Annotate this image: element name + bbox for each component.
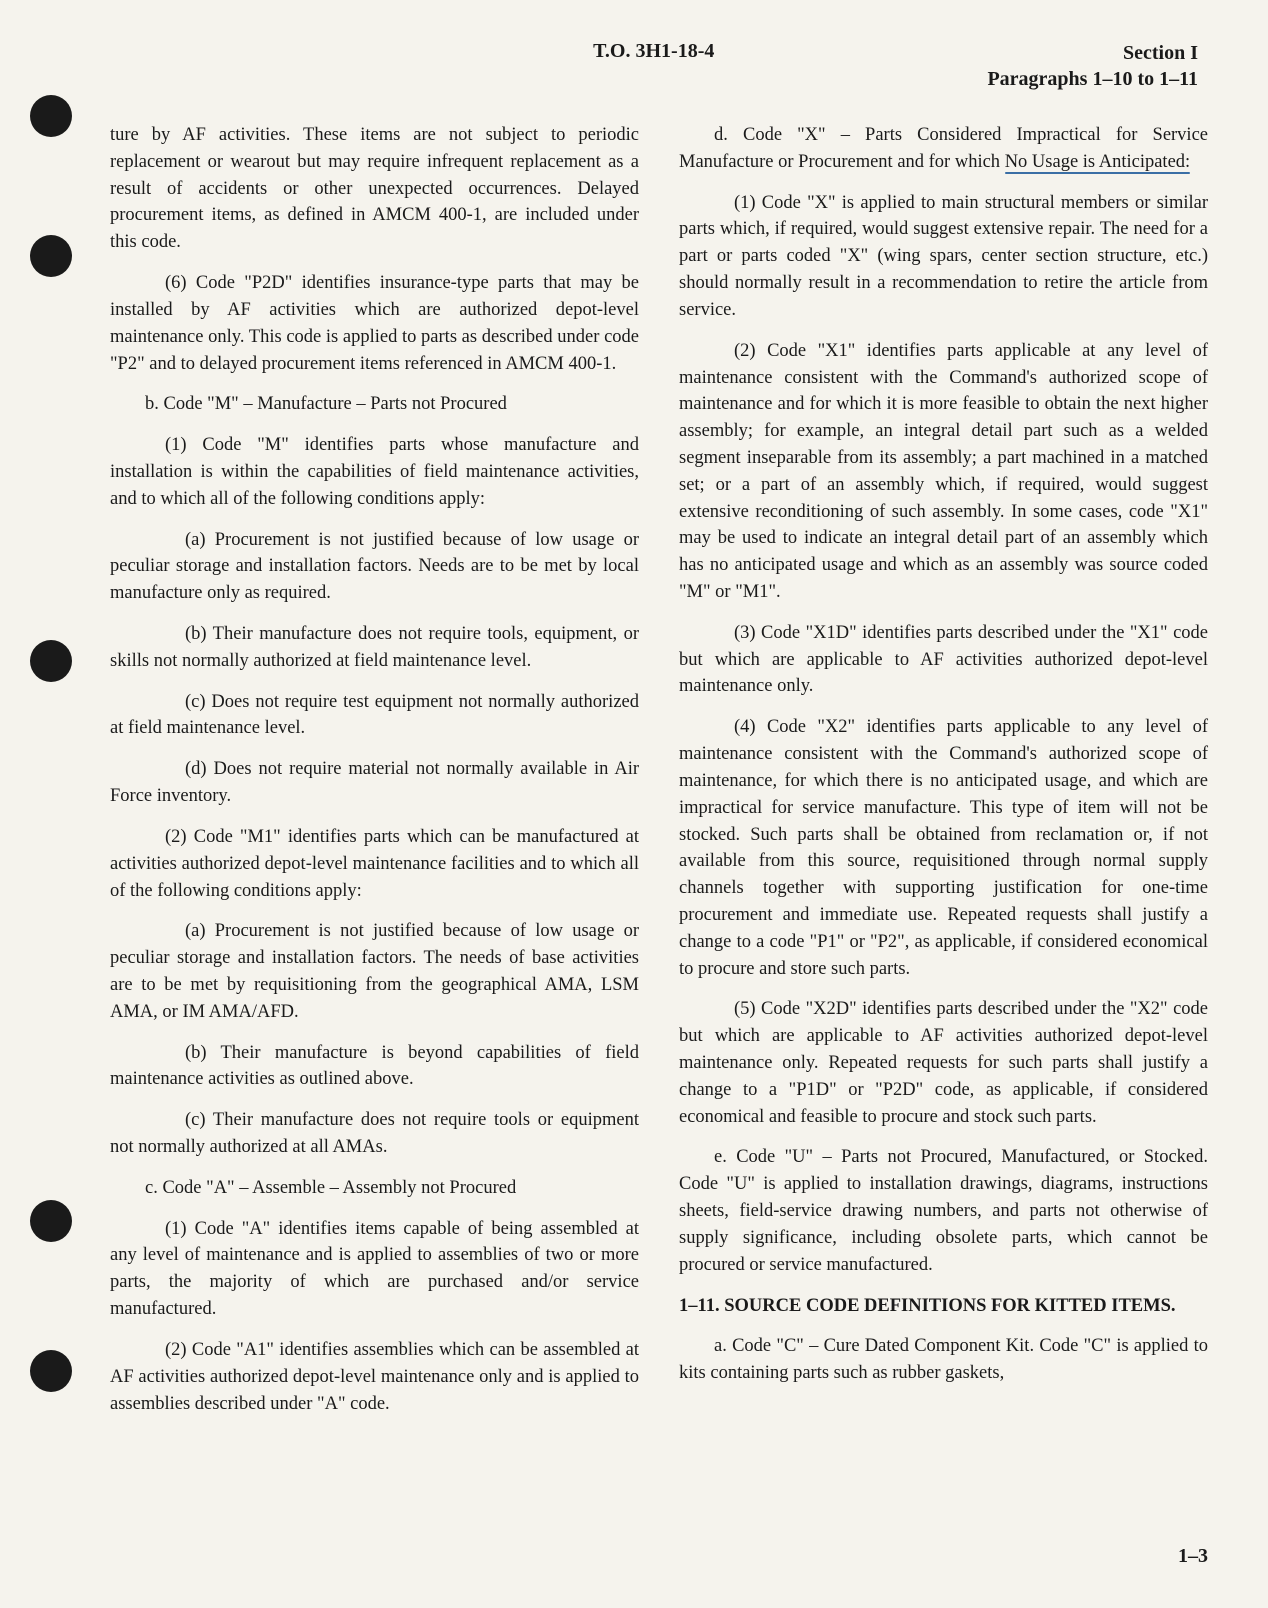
punch-hole xyxy=(30,1350,72,1392)
body-text: (4) Code "X2" identifies parts applicabl… xyxy=(679,714,1208,982)
to-number: T.O. 3H1-18-4 xyxy=(120,40,987,92)
body-text: (6) Code "P2D" identifies insurance-type… xyxy=(110,270,639,377)
body-text: (b) Their manufacture is beyond capabili… xyxy=(110,1040,639,1094)
paragraph-range: Paragraphs 1–10 to 1–11 xyxy=(987,66,1198,92)
page: T.O. 3H1-18-4 Section I Paragraphs 1–10 … xyxy=(0,0,1268,1608)
page-header: T.O. 3H1-18-4 Section I Paragraphs 1–10 … xyxy=(110,40,1208,92)
body-text: (d) Does not require material not normal… xyxy=(110,756,639,810)
body-text: (c) Does not require test equipment not … xyxy=(110,689,639,743)
punch-hole xyxy=(30,95,72,137)
body-text: (5) Code "X2D" identifies parts describe… xyxy=(679,996,1208,1130)
punch-hole xyxy=(30,1200,72,1242)
body-text: (1) Code "M" identifies parts whose manu… xyxy=(110,432,639,512)
body-text: (c) Their manufacture does not require t… xyxy=(110,1107,639,1161)
body-columns: ture by AF activities. These items are n… xyxy=(110,122,1208,1431)
body-text: e. Code "U" – Parts not Procured, Manufa… xyxy=(679,1144,1208,1278)
body-text: b. Code "M" – Manufacture – Parts not Pr… xyxy=(110,391,639,418)
left-column: ture by AF activities. These items are n… xyxy=(110,122,639,1431)
section-heading: 1–11. SOURCE CODE DEFINITIONS FOR KITTED… xyxy=(679,1293,1208,1320)
page-number: 1–3 xyxy=(1178,1545,1208,1568)
header-right: Section I Paragraphs 1–10 to 1–11 xyxy=(987,40,1198,92)
right-column: d. Code "X" – Parts Considered Impractic… xyxy=(679,122,1208,1431)
section-label: Section I xyxy=(987,40,1198,66)
body-text: (2) Code "A1" identifies assemblies whic… xyxy=(110,1337,639,1417)
body-text: a. Code "C" – Cure Dated Component Kit. … xyxy=(679,1333,1208,1387)
body-text: (b) Their manufacture does not require t… xyxy=(110,621,639,675)
body-text: d. Code "X" – Parts Considered Impractic… xyxy=(679,122,1208,176)
punch-hole xyxy=(30,235,72,277)
body-text: (a) Procurement is not justified because… xyxy=(110,918,639,1025)
body-text: (1) Code "A" identifies items capable of… xyxy=(110,1216,639,1323)
body-text: (a) Procurement is not justified because… xyxy=(110,527,639,607)
body-text: c. Code "A" – Assemble – Assembly not Pr… xyxy=(110,1175,639,1202)
body-text: (3) Code "X1D" identifies parts describe… xyxy=(679,620,1208,700)
punch-hole xyxy=(30,640,72,682)
annotated-text: No Usage is Anticipated: xyxy=(1005,152,1190,172)
body-text: (2) Code "X1" identifies parts applicabl… xyxy=(679,338,1208,606)
body-text: (1) Code "X" is applied to main structur… xyxy=(679,190,1208,324)
body-text: ture by AF activities. These items are n… xyxy=(110,122,639,256)
body-text: (2) Code "M1" identifies parts which can… xyxy=(110,824,639,904)
